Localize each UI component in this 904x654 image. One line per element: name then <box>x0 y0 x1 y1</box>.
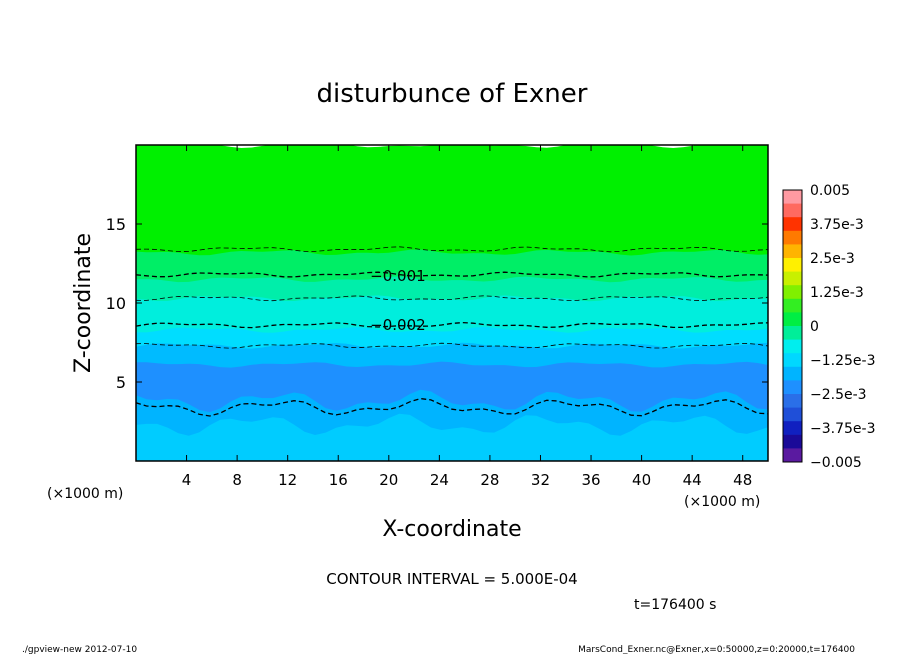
y-axis: 5 10 15 <box>106 215 768 392</box>
colorbar-label: 2.5e-3 <box>810 251 855 267</box>
x-tick-label: 28 <box>480 471 499 489</box>
time-label: t=176400 s <box>634 597 716 613</box>
x-tick-label: 40 <box>632 471 651 489</box>
contour-band <box>136 413 768 461</box>
x-tick-label: 12 <box>278 471 297 489</box>
colorbar-swatch <box>783 434 802 449</box>
colorbar-label: 1.25e-3 <box>810 285 864 301</box>
footer-left: ./gpview-new 2012-07-10 <box>22 645 137 654</box>
colorbar-label: 0 <box>810 319 819 335</box>
x-tick-label: 4 <box>182 471 192 489</box>
colorbar-swatch <box>783 366 802 381</box>
colorbar-label: −3.75e-3 <box>810 421 875 437</box>
colorbar-swatch <box>783 448 802 463</box>
colorbar-swatch <box>783 230 802 245</box>
plot-area: −0.001 −0.002 <box>136 145 768 461</box>
colorbar-frame <box>782 189 803 463</box>
colorbar-swatch <box>783 190 802 205</box>
footer-right: MarsCond_Exner.nc@Exner,x=0:50000,z=0:20… <box>578 645 855 654</box>
colorbar-swatch <box>783 285 802 300</box>
colorbar-swatch <box>783 312 802 327</box>
contour-interval: CONTOUR INTERVAL = 5.000E-04 <box>326 570 577 588</box>
colorbar-swatch <box>783 298 802 313</box>
x-tick-label: 8 <box>232 471 242 489</box>
contour-label: −0.001 <box>370 267 426 285</box>
colorbar-swatch <box>783 394 802 409</box>
x-tick-label: 32 <box>531 471 550 489</box>
y-tick-label: 5 <box>116 373 126 392</box>
x-axis-label: X-coordinate <box>382 517 521 542</box>
colorbar-swatch <box>783 380 802 395</box>
y-tick-label: 15 <box>106 215 126 234</box>
x-unit-left: (×1000 m) <box>47 486 123 502</box>
contour-line <box>136 342 768 349</box>
colorbar-swatch <box>783 258 802 273</box>
y-axis-label: Z-coordinate <box>71 233 96 373</box>
colorbar-swatch <box>783 353 802 368</box>
x-tick-label: 24 <box>430 471 449 489</box>
colorbar: 0.005 3.75e-3 2.5e-3 1.25e-3 0 −1.25e-3 −2.5e-… <box>782 183 875 471</box>
colorbar-swatch <box>783 407 802 422</box>
contour-line <box>136 246 768 253</box>
x-tick-label: 36 <box>581 471 600 489</box>
colorbar-swatch <box>783 203 802 218</box>
colorbar-label: −1.25e-3 <box>810 353 875 369</box>
contour-line <box>136 321 768 329</box>
contour-line <box>136 397 768 417</box>
x-tick-label: 44 <box>683 471 702 489</box>
x-tick-label: 16 <box>329 471 348 489</box>
contour-label: −0.002 <box>370 316 426 334</box>
x-tick-label: 20 <box>379 471 398 489</box>
colorbar-label: 3.75e-3 <box>810 217 864 233</box>
colorbar-swatch <box>783 326 802 341</box>
contour-line <box>136 271 768 278</box>
colorbar-label: 0.005 <box>810 183 850 199</box>
x-axis: 4 8 12 16 20 24 28 32 36 40 44 48 <box>182 145 752 489</box>
x-unit-right: (×1000 m) <box>684 494 760 510</box>
colorbar-swatch <box>783 271 802 286</box>
contour-line <box>136 295 768 302</box>
colorbar-swatch <box>783 244 802 259</box>
colorbar-swatch <box>783 217 802 232</box>
colorbar-label: −2.5e-3 <box>810 387 867 403</box>
chart-title: disturbunce of Exner <box>317 79 588 109</box>
colorbar-label: −0.005 <box>810 455 862 471</box>
colorbar-swatch <box>783 339 802 354</box>
y-tick-label: 10 <box>106 294 126 313</box>
x-tick-label: 48 <box>733 471 752 489</box>
colorbar-swatch <box>783 421 802 436</box>
